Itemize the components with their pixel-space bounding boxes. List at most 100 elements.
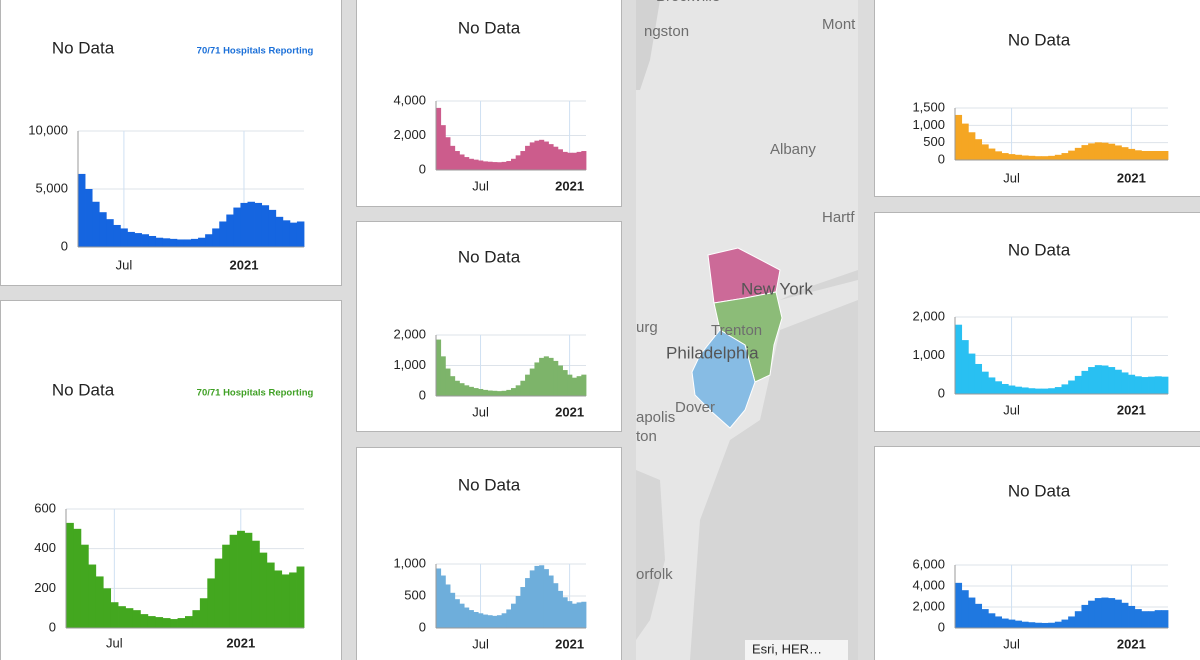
bar — [553, 146, 559, 170]
bar — [436, 339, 442, 396]
bar — [961, 123, 969, 160]
bar — [482, 614, 488, 628]
bar — [66, 522, 74, 628]
y-tick-label: 0 — [938, 619, 945, 634]
bar — [73, 528, 82, 628]
bar — [1048, 155, 1056, 160]
bar — [459, 383, 465, 396]
map-label: Trenton — [711, 322, 762, 339]
bar — [445, 137, 451, 170]
bar — [1148, 376, 1156, 394]
bar — [1021, 155, 1029, 160]
bar — [1041, 156, 1049, 160]
bar — [259, 552, 268, 628]
bar — [1154, 150, 1162, 160]
bar — [1041, 388, 1049, 394]
bar — [961, 590, 969, 628]
bar — [515, 596, 521, 628]
bar — [562, 370, 568, 396]
bar — [994, 151, 1002, 160]
bar — [1114, 145, 1122, 160]
bar — [1094, 365, 1102, 394]
bar — [1054, 387, 1062, 394]
bar — [110, 602, 119, 628]
bar — [501, 161, 507, 170]
map-label: Hartf — [822, 209, 855, 226]
map-label: Brockville — [656, 0, 720, 5]
bar — [1014, 620, 1022, 628]
bar — [1108, 367, 1116, 394]
x-tick-label: Jul — [116, 257, 133, 272]
bar — [1148, 611, 1156, 628]
bar — [525, 145, 531, 170]
bar — [148, 235, 157, 247]
bar — [487, 615, 493, 628]
bar — [1121, 147, 1129, 160]
bar — [177, 618, 186, 628]
bar — [492, 390, 498, 396]
bar — [1134, 376, 1142, 394]
bar — [468, 610, 474, 628]
y-tick-label: 2,000 — [393, 127, 426, 142]
chart-panel: No Data 0 2,000 4,000 6,000 Jul 2021 — [874, 446, 1200, 660]
bar — [468, 386, 474, 396]
bar — [440, 125, 446, 170]
bar — [529, 368, 535, 396]
bar — [1154, 376, 1162, 394]
bar — [994, 381, 1002, 394]
bar — [974, 603, 983, 628]
x-tick-label: 2021 — [555, 178, 584, 193]
bar — [296, 566, 305, 628]
x-tick-label: Jul — [472, 178, 489, 193]
bar — [581, 601, 587, 628]
bar — [529, 142, 535, 170]
bar — [525, 374, 531, 396]
bar — [567, 152, 573, 170]
bar — [1001, 383, 1009, 394]
y-tick-label: 6,000 — [912, 556, 945, 571]
bar — [244, 532, 253, 628]
bar — [1028, 388, 1036, 394]
chart-title: No Data — [458, 247, 521, 266]
chart-panel: No Data 0 1,000 2,000 Jul 2021 — [356, 221, 622, 432]
bar — [543, 356, 549, 396]
bar — [1081, 604, 1089, 628]
bar — [240, 202, 248, 247]
bar — [92, 201, 100, 247]
y-tick-label: 4,000 — [393, 92, 426, 107]
bar — [1068, 616, 1076, 628]
bar — [1008, 385, 1016, 394]
bar — [1101, 365, 1109, 394]
bar — [968, 353, 976, 394]
bar — [113, 224, 121, 247]
bar — [464, 157, 470, 170]
bar — [454, 599, 460, 628]
x-tick-label: 2021 — [230, 257, 259, 272]
bar — [525, 578, 531, 628]
bar — [1041, 622, 1049, 628]
bar — [567, 374, 573, 396]
bar — [274, 570, 283, 628]
bar — [534, 565, 540, 628]
map[interactable] — [636, 0, 858, 660]
map-label: urg — [636, 319, 658, 336]
map-attribution: Esri, HER… — [752, 641, 822, 656]
region-south[interactable] — [691, 329, 756, 429]
bar — [1074, 375, 1082, 394]
x-tick-label: Jul — [106, 635, 123, 650]
bar — [548, 144, 554, 170]
bar — [478, 160, 484, 170]
bar — [994, 616, 1002, 628]
bar — [281, 574, 290, 628]
bar — [539, 565, 545, 628]
y-tick-label: 0 — [49, 619, 56, 634]
y-tick-label: 4,000 — [912, 577, 945, 592]
bar — [147, 616, 156, 628]
x-tick-label: 2021 — [555, 636, 584, 651]
bar — [988, 613, 996, 628]
bar — [1014, 154, 1022, 160]
bar — [454, 380, 460, 396]
y-tick-label: 0 — [419, 619, 426, 634]
bar — [1008, 154, 1016, 160]
bar — [214, 558, 223, 628]
